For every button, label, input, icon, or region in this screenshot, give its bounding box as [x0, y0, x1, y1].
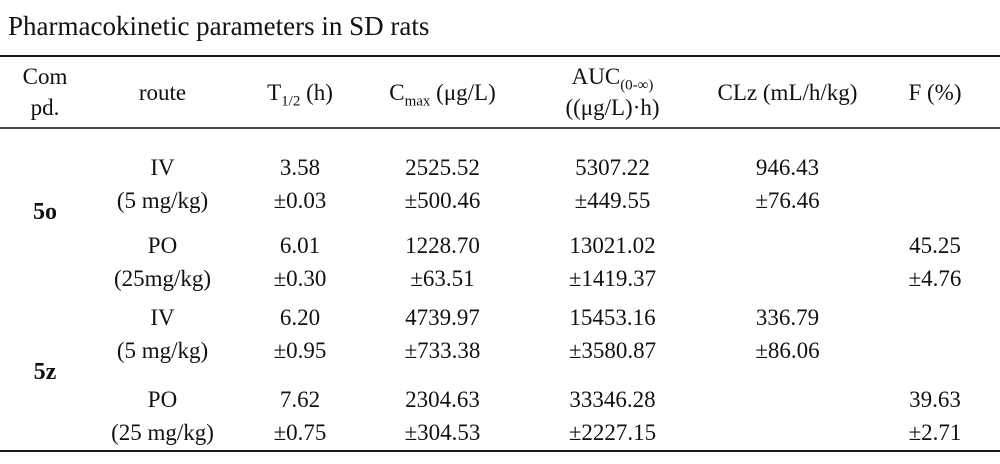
dose-value: (5 mg/kg): [116, 338, 209, 363]
route-cell: PO (25 mg/kg): [90, 367, 235, 451]
sd-value: ±0.75: [273, 420, 327, 445]
col-header-compound: Com pd.: [0, 56, 90, 129]
sd-value: ±76.46: [755, 188, 820, 213]
mean-value: 13021.02: [569, 233, 656, 258]
mean-value: 15453.16: [569, 305, 656, 330]
clz-cell: 946.43 ±76.46: [705, 128, 870, 217]
auc-unit-line: ((μg/L)·h): [565, 95, 660, 120]
col-header-compound-line1: Com: [22, 64, 68, 89]
t-half-subscript: 1/2: [281, 93, 301, 110]
mean-value: 7.62: [279, 387, 321, 412]
sd-value: ±500.46: [404, 188, 481, 213]
route-cell: PO (25mg/kg): [90, 217, 235, 295]
sd-value: ±449.55: [574, 188, 651, 213]
clz-cell: 336.79 ±86.06: [705, 295, 870, 367]
col-header-t-half: T1/2 (h): [235, 56, 365, 129]
mean-value: 336.79: [755, 305, 820, 330]
t-half-symbol: T: [267, 79, 282, 105]
cmax-cell: 1228.70 ±63.51: [365, 217, 520, 295]
mean-value: 6.01: [279, 233, 321, 258]
header-row: Com pd. route T1/2 (h) Cmax (μg/L) AUC(0…: [0, 56, 1000, 129]
clz-cell: [705, 217, 870, 295]
table-row-5o-po: PO (25mg/kg) 6.01 ±0.30 1228.70 ±63.51 1…: [0, 217, 1000, 295]
col-header-compound-line2: pd.: [30, 95, 60, 120]
mean-value: 6.20: [279, 305, 321, 330]
compound-label-5o: 5o: [33, 198, 57, 225]
cmax-cell: 4739.97 ±733.38: [365, 295, 520, 367]
f-cell: [870, 295, 1000, 367]
col-header-auc: AUC(0-∞) ((μg/L)·h): [520, 56, 705, 129]
mean-value: 2304.63: [405, 387, 480, 412]
route-value: PO: [147, 233, 178, 258]
col-header-f: F (%): [870, 56, 1000, 129]
col-header-clz: CLz (mL/h/kg): [705, 56, 870, 129]
sd-value: ±86.06: [755, 338, 820, 363]
f-cell: [870, 128, 1000, 217]
auc-cell: 15453.16 ±3580.87: [520, 295, 705, 367]
sd-value: ±0.30: [273, 266, 327, 291]
cmax-cell: 2525.52 ±500.46: [365, 128, 520, 217]
mean-value: 3.58: [279, 155, 321, 180]
compound-label-5z: 5z: [33, 359, 57, 385]
sd-value: ±3580.87: [568, 338, 657, 363]
sd-value: ±1419.37: [568, 266, 657, 291]
table-row-5o-iv: 5o IV (5 mg/kg) 3.58 ±0.03 2525.52 ±500.…: [0, 128, 1000, 225]
route-value: IV: [150, 305, 175, 330]
sd-value: ±63.51: [410, 266, 475, 291]
mean-value: 946.43: [755, 155, 820, 180]
dose-value: (25 mg/kg): [111, 420, 214, 445]
route-value: PO: [147, 387, 178, 412]
route-value: IV: [150, 155, 175, 180]
table-body: 5o IV (5 mg/kg) 3.58 ±0.03 2525.52 ±500.…: [0, 128, 1000, 451]
mean-value: 2525.52: [405, 155, 480, 180]
sd-value: ±2227.15: [568, 420, 657, 445]
auc-cell: 13021.02 ±1419.37: [520, 217, 705, 295]
sd-value: ±733.38: [404, 338, 481, 363]
route-cell: IV (5 mg/kg): [90, 295, 235, 367]
mean-value: 5307.22: [575, 155, 650, 180]
auc-symbol-line: AUC(0-∞): [520, 61, 705, 94]
mean-value: 4739.97: [405, 305, 480, 330]
col-header-cmax: Cmax (μg/L): [365, 56, 520, 129]
f-cell: 45.25 ±4.76: [870, 217, 1000, 295]
route-cell: IV (5 mg/kg): [90, 128, 235, 217]
cmax-cell: 2304.63 ±304.53: [365, 367, 520, 451]
t-half-unit: (h): [300, 79, 333, 105]
auc-cell: 5307.22 ±449.55: [520, 128, 705, 217]
auc-symbol: AUC: [571, 64, 621, 89]
f-cell: 39.63 ±2.71: [870, 367, 1000, 451]
t-half-cell: 3.58 ±0.03: [235, 128, 365, 217]
mean-value: 39.63: [909, 387, 961, 412]
pharmacokinetics-table: Com pd. route T1/2 (h) Cmax (μg/L) AUC(0…: [0, 55, 1000, 452]
dose-value: (25mg/kg): [113, 266, 212, 291]
sd-value: ±0.95: [273, 338, 327, 363]
table-title: Pharmacokinetic parameters in SD rats: [8, 11, 430, 41]
sd-value: ±304.53: [404, 420, 481, 445]
mean-value: 45.25: [909, 233, 961, 258]
table-header: Com pd. route T1/2 (h) Cmax (μg/L) AUC(0…: [0, 56, 1000, 129]
mean-value: 1228.70: [405, 233, 480, 258]
cmax-unit: (μg/L): [430, 79, 496, 105]
t-half-cell: 7.62 ±0.75: [235, 367, 365, 451]
mean-value: 33346.28: [569, 387, 656, 412]
cmax-subscript: max: [404, 93, 431, 110]
auc-subscript: (0-∞): [620, 77, 654, 94]
dose-value: (5 mg/kg): [116, 188, 209, 213]
t-half-cell: 6.20 ±0.95: [235, 295, 365, 367]
table-row-5z-po: PO (25 mg/kg) 7.62 ±0.75 2304.63 ±304.53…: [0, 367, 1000, 451]
sd-value: ±2.71: [908, 420, 962, 445]
col-header-route: route: [90, 56, 235, 129]
sd-value: ±0.03: [273, 188, 327, 213]
sd-value: ±4.76: [908, 266, 962, 291]
table-row-5z-iv: 5z IV (5 mg/kg) 6.20 ±0.95 4739.97 ±733.…: [0, 295, 1000, 385]
clz-cell: [705, 367, 870, 451]
auc-cell: 33346.28 ±2227.15: [520, 367, 705, 451]
cmax-symbol: C: [389, 79, 405, 105]
t-half-cell: 6.01 ±0.30: [235, 217, 365, 295]
